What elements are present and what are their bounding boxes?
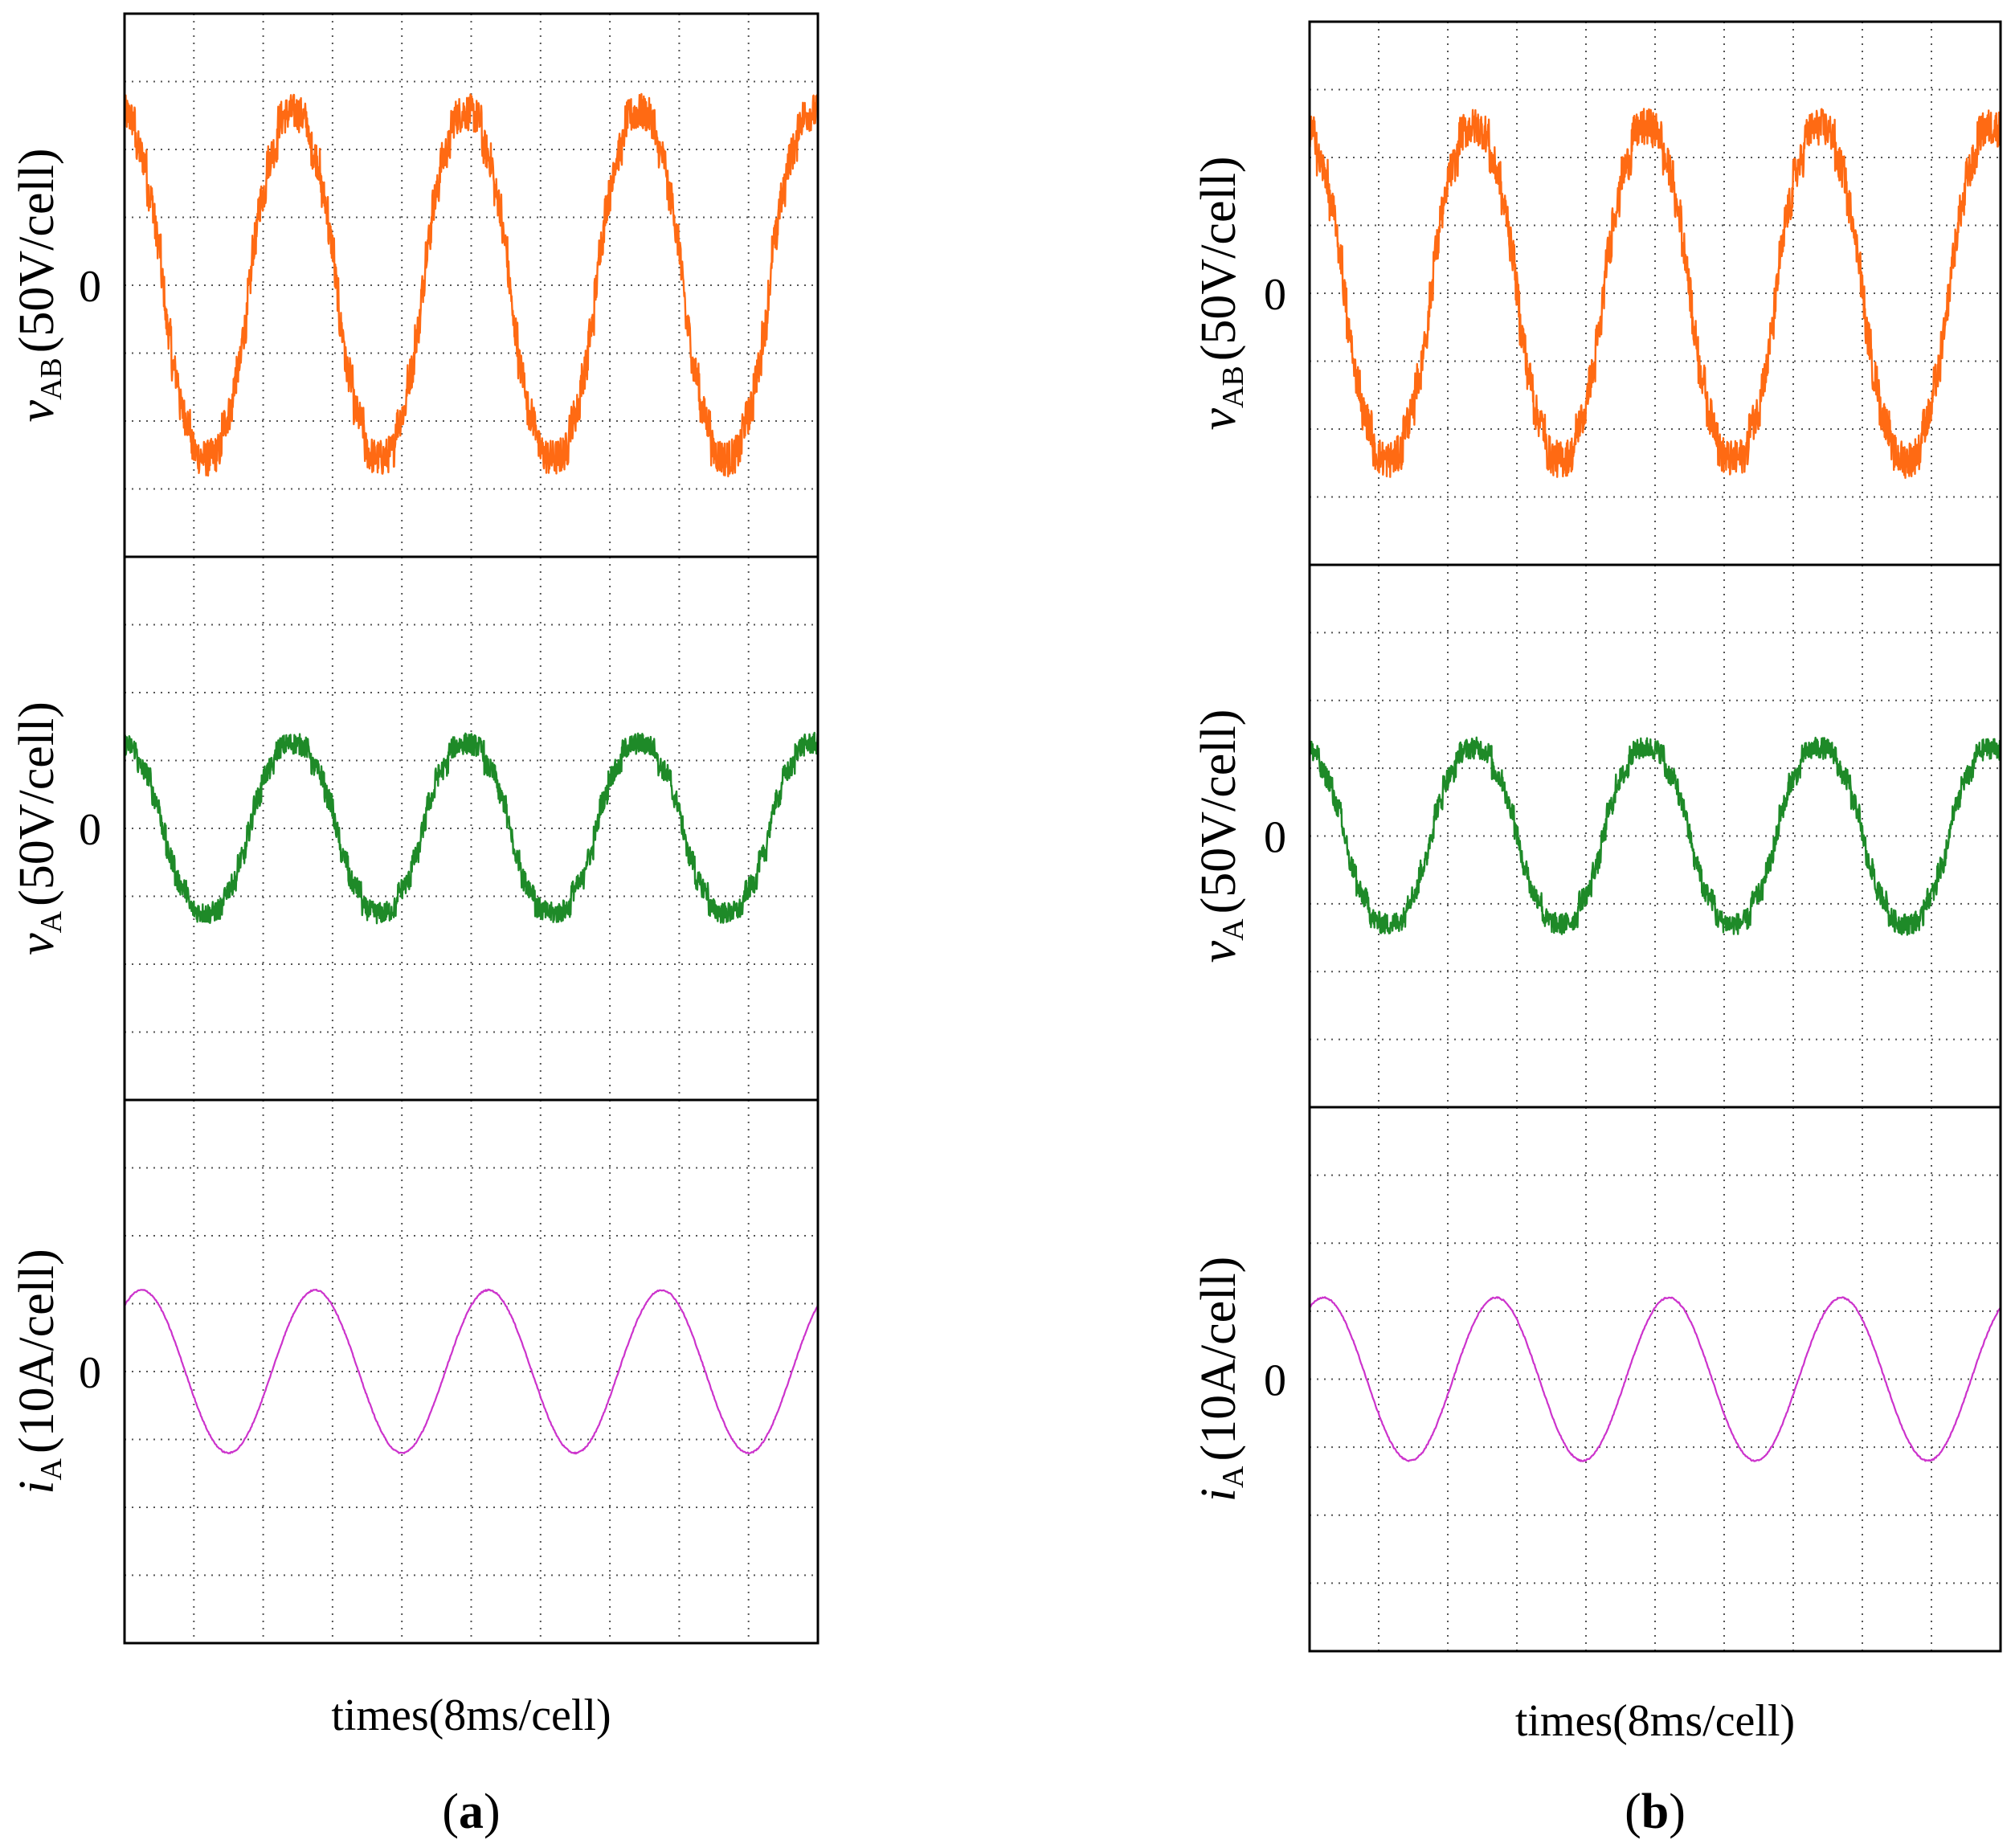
panel-a: 0vAB(50V/cell)0vA(50V/cell)0iA(10A/cell)… <box>10 12 819 1839</box>
panel-label: (a) <box>442 1785 500 1839</box>
y-axis-label: vA (50V/cell) <box>1191 709 1250 963</box>
zero-tick-label: 0 <box>1264 813 1286 863</box>
y-axis-label-subscript: A <box>1216 1466 1250 1488</box>
waveform-vAB <box>123 92 819 478</box>
y-axis-label-subscript: AB <box>35 358 68 400</box>
x-axis-label: times(8ms/cell) <box>331 1691 611 1740</box>
y-axis-label-unit: (50V/cell) <box>1191 156 1246 361</box>
zero-tick-label: 0 <box>79 262 101 312</box>
y-axis-label-unit: (10A/cell) <box>10 1249 64 1453</box>
zero-tick-label: 0 <box>79 805 101 855</box>
grid <box>1310 1107 2001 1651</box>
subplot-iA: 0 iA (10A/cell) <box>10 1098 819 1645</box>
y-axis-label-unit: (10A/cell) <box>1191 1257 1246 1462</box>
plot-frame <box>1308 1106 2002 1653</box>
panel-label: (b) <box>1625 1785 1686 1839</box>
y-axis-label-subscript: A <box>1216 918 1250 941</box>
grid <box>125 1100 818 1643</box>
subplot-iA: 0 iA (10A/cell) <box>1191 1106 2002 1653</box>
y-axis-label-variable: i <box>10 1481 64 1494</box>
y-axis-label-variable: v <box>10 933 64 955</box>
y-axis-label-subscript: A <box>35 910 68 933</box>
panel-letter: b <box>1641 1785 1669 1839</box>
y-axis-label-unit: (50V/cell) <box>10 148 64 353</box>
plot-frame <box>123 1098 819 1645</box>
y-axis-label-variable: v <box>1191 940 1246 963</box>
y-axis-label-variable: i <box>1191 1488 1246 1502</box>
grid <box>125 557 818 1100</box>
subplot-vA: 0 vA (50V/cell) <box>10 555 819 1102</box>
x-axis-label: times(8ms/cell) <box>1515 1696 1795 1746</box>
y-axis-label: vA (50V/cell) <box>10 701 68 955</box>
subplot-vAB: 0 vAB (50V/cell) <box>1191 20 2002 566</box>
y-axis-label: iA (10A/cell) <box>10 1249 68 1494</box>
y-axis-label: vAB (50V/cell) <box>10 148 68 422</box>
grid <box>1310 22 2001 565</box>
waveform-iA <box>1309 1296 2001 1462</box>
waveform-vAB <box>1308 108 2002 479</box>
y-axis-label: vAB (50V/cell) <box>1191 156 1250 430</box>
y-axis-label-variable: v <box>10 400 64 423</box>
panel-b: 0vAB(50V/cell)0vA(50V/cell)0iA(10A/cell)… <box>1191 20 2002 1839</box>
y-axis-label-variable: v <box>1191 408 1246 431</box>
y-axis-label-unit: (50V/cell) <box>10 701 64 906</box>
y-axis-label-subscript: AB <box>1216 366 1250 408</box>
plot-frame <box>123 555 819 1102</box>
waveform-iA <box>124 1288 819 1455</box>
subplot-vA: 0 vA (50V/cell) <box>1191 563 2002 1109</box>
zero-tick-label: 0 <box>1264 1356 1286 1406</box>
waveform-vA <box>123 731 819 925</box>
panel-letter: a <box>459 1785 484 1839</box>
grid <box>1310 565 2001 1107</box>
y-axis-label-unit: (50V/cell) <box>1191 709 1246 914</box>
subplot-vAB: 0 vAB (50V/cell) <box>10 12 819 558</box>
waveform-vA <box>1309 736 2002 936</box>
zero-tick-label: 0 <box>1264 270 1286 320</box>
y-axis-label-subscript: A <box>35 1458 68 1481</box>
y-axis-label: iA (10A/cell) <box>1191 1257 1250 1502</box>
zero-tick-label: 0 <box>79 1348 101 1398</box>
